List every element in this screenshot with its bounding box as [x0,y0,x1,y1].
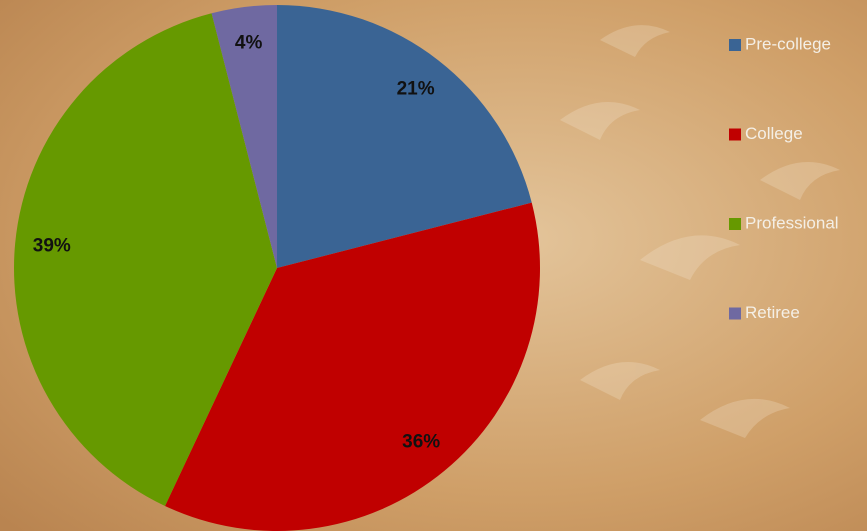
legend-label: College [745,124,803,143]
legend-swatch [729,307,741,320]
data-label: 21% [397,78,435,99]
legend-label: Retiree [745,303,800,322]
data-label: 4% [235,33,263,54]
bird-texture [560,25,840,438]
legend-label: Pre-college [745,34,831,53]
pie-slice [13,13,277,506]
legend-swatch [729,128,741,141]
legend-swatch [729,39,741,51]
pie: 21% 36% 39% 4% [13,5,540,531]
legend-label: Professional [745,213,839,232]
legend-swatch [729,218,741,230]
data-label: 39% [33,236,71,257]
legend: Pre-college College Professional Retiree [729,34,839,322]
pie-slice [211,5,277,268]
data-label: 36% [402,431,440,452]
pie-slice [277,5,532,268]
pie-slice [165,202,540,531]
